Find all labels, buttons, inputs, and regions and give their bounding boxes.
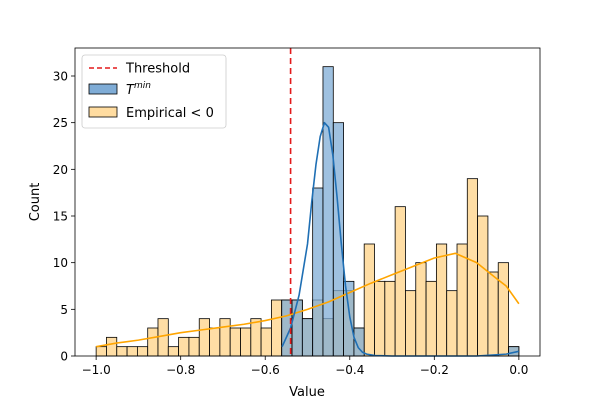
y-tick-label: 10 — [53, 256, 68, 270]
empirical-bar — [167, 346, 180, 357]
empirical-bar — [374, 280, 386, 357]
empirical-bar — [497, 262, 509, 357]
empirical-bar — [157, 318, 169, 357]
empirical-bar — [250, 318, 262, 357]
legend-tmin-superscript: min — [134, 81, 151, 91]
empirical-bar — [198, 318, 210, 357]
legend-tmin-swatch — [88, 83, 118, 95]
tmin-bar — [322, 66, 334, 357]
empirical-bar — [116, 346, 128, 357]
y-axis-ticks: 0 5 10 15 20 25 30 — [53, 70, 75, 364]
x-tick-label: −1.0 — [82, 363, 111, 377]
empirical-bar — [136, 346, 149, 357]
empirical-kde-line — [95, 252, 520, 348]
empirical-bar — [477, 215, 489, 357]
empirical-bar — [363, 243, 375, 357]
empirical-bar — [178, 336, 190, 357]
tmin-bar — [332, 122, 345, 357]
legend-box — [81, 54, 227, 129]
x-axis-label: Value — [289, 385, 325, 400]
empirical-bar — [229, 327, 241, 357]
tmin-bar — [301, 318, 314, 357]
legend-threshold-label: Threshold — [125, 62, 190, 77]
empirical-bar — [446, 290, 458, 357]
x-tick-label: 0.0 — [509, 363, 528, 377]
y-tick-label: 20 — [53, 163, 68, 177]
legend-tmin-base: T — [126, 83, 135, 98]
legend: Threshold Tmin Empirical < 0 — [81, 54, 227, 129]
empirical-bar — [147, 327, 159, 357]
empirical-bar — [466, 178, 479, 357]
legend-tmin-label: Tmin — [126, 81, 151, 98]
tmin-bar — [312, 187, 324, 357]
empirical-bar — [394, 206, 406, 357]
empirical-bar — [415, 262, 427, 357]
x-tick-label: −0.4 — [335, 363, 364, 377]
empirical-bar — [405, 290, 417, 357]
x-tick-label: −0.6 — [251, 363, 280, 377]
empirical-bar — [95, 346, 107, 357]
empirical-bar — [487, 271, 499, 357]
tmin-bar — [291, 299, 303, 357]
legend-empirical-swatch — [88, 106, 118, 118]
plot-frame — [74, 47, 541, 357]
y-tick-label: 25 — [53, 116, 68, 130]
empirical-bar — [456, 243, 468, 357]
empirical-bar — [219, 318, 231, 357]
y-tick-label: 15 — [53, 210, 68, 224]
empirical-bar — [209, 327, 221, 357]
x-tick-label: −0.2 — [420, 363, 449, 377]
empirical-bar — [126, 346, 138, 357]
legend-empirical-label: Empirical < 0 — [126, 106, 214, 121]
x-tick-label: −0.8 — [166, 363, 195, 377]
empirical-bar — [240, 327, 252, 357]
empirical-bar — [106, 336, 118, 357]
empirical-bar — [270, 299, 283, 357]
y-tick-label: 5 — [60, 303, 68, 317]
y-axis-label: Count — [28, 183, 43, 222]
x-axis-ticks: −1.0 −0.8 −0.6 −0.4 −0.2 0.0 — [82, 356, 528, 377]
y-tick-label: 30 — [53, 70, 68, 84]
y-tick-label: 0 — [60, 350, 68, 364]
empirical-bar — [260, 327, 272, 357]
empirical-bar — [425, 280, 437, 357]
empirical-bar — [435, 243, 448, 357]
empirical-bar — [188, 336, 200, 357]
empirical-bar — [384, 280, 396, 357]
